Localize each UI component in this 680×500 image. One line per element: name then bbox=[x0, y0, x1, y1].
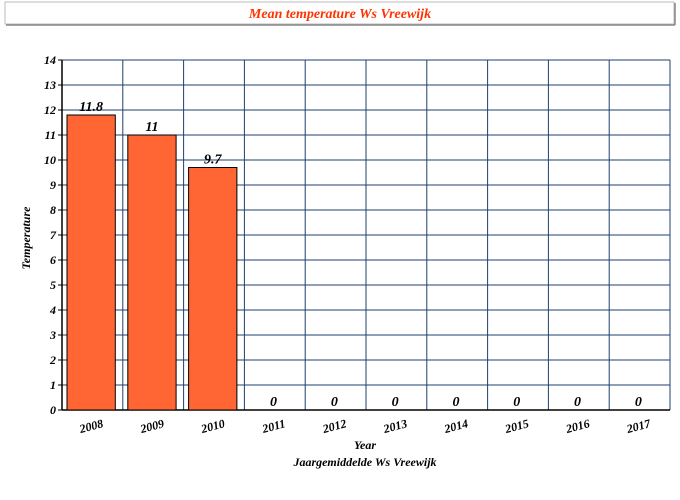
x-tick-label: 2013 bbox=[381, 416, 409, 436]
data-label: 0 bbox=[331, 395, 338, 410]
x-tick-label: 2008 bbox=[77, 416, 105, 436]
data-label: 0 bbox=[392, 395, 399, 410]
chart-subtitle: Jaargemiddelde Ws Vreewijk bbox=[292, 455, 436, 469]
bar bbox=[188, 167, 238, 411]
data-label: 11.8 bbox=[79, 100, 103, 115]
data-label: 0 bbox=[635, 395, 642, 410]
chart-title: Mean temperature Ws Vreewijk bbox=[248, 7, 431, 22]
y-tick-label: 5 bbox=[50, 278, 56, 292]
y-tick-label: 9 bbox=[50, 178, 56, 192]
y-tick-label: 12 bbox=[44, 103, 56, 117]
y-tick-label: 8 bbox=[50, 203, 56, 217]
bar bbox=[127, 134, 177, 411]
y-tick-label: 10 bbox=[44, 153, 56, 167]
y-tick-label: 2 bbox=[49, 353, 56, 367]
x-tick-label: 2017 bbox=[624, 416, 653, 436]
y-tick-label: 4 bbox=[49, 303, 56, 317]
data-label: 11 bbox=[145, 120, 158, 135]
y-tick-label: 3 bbox=[49, 328, 56, 342]
data-label: 0 bbox=[574, 395, 581, 410]
y-tick-label: 0 bbox=[50, 403, 56, 417]
x-tick-label: 2016 bbox=[563, 416, 591, 436]
y-axis-label: Temperature bbox=[19, 206, 33, 270]
x-tick-label: 2010 bbox=[199, 416, 227, 436]
y-tick-label: 6 bbox=[50, 253, 56, 267]
data-label: 0 bbox=[513, 395, 520, 410]
x-tick-label: 2011 bbox=[260, 416, 287, 436]
x-tick-label: 2012 bbox=[320, 416, 348, 436]
x-tick-label: 2009 bbox=[138, 416, 166, 436]
x-tick-label: 2015 bbox=[503, 416, 531, 436]
y-tick-label: 1 bbox=[50, 378, 56, 392]
y-tick-label: 7 bbox=[50, 228, 57, 242]
bar bbox=[66, 114, 116, 411]
title-box bbox=[4, 1, 675, 25]
y-tick-label: 13 bbox=[44, 78, 56, 92]
data-label: 0 bbox=[270, 395, 277, 410]
data-label: 9.7 bbox=[204, 153, 223, 168]
data-label: 0 bbox=[452, 395, 459, 410]
y-tick-label: 11 bbox=[45, 128, 56, 142]
x-axis-label: Year bbox=[354, 438, 376, 452]
y-tick-label: 14 bbox=[44, 53, 56, 67]
x-tick-label: 2014 bbox=[442, 416, 470, 436]
